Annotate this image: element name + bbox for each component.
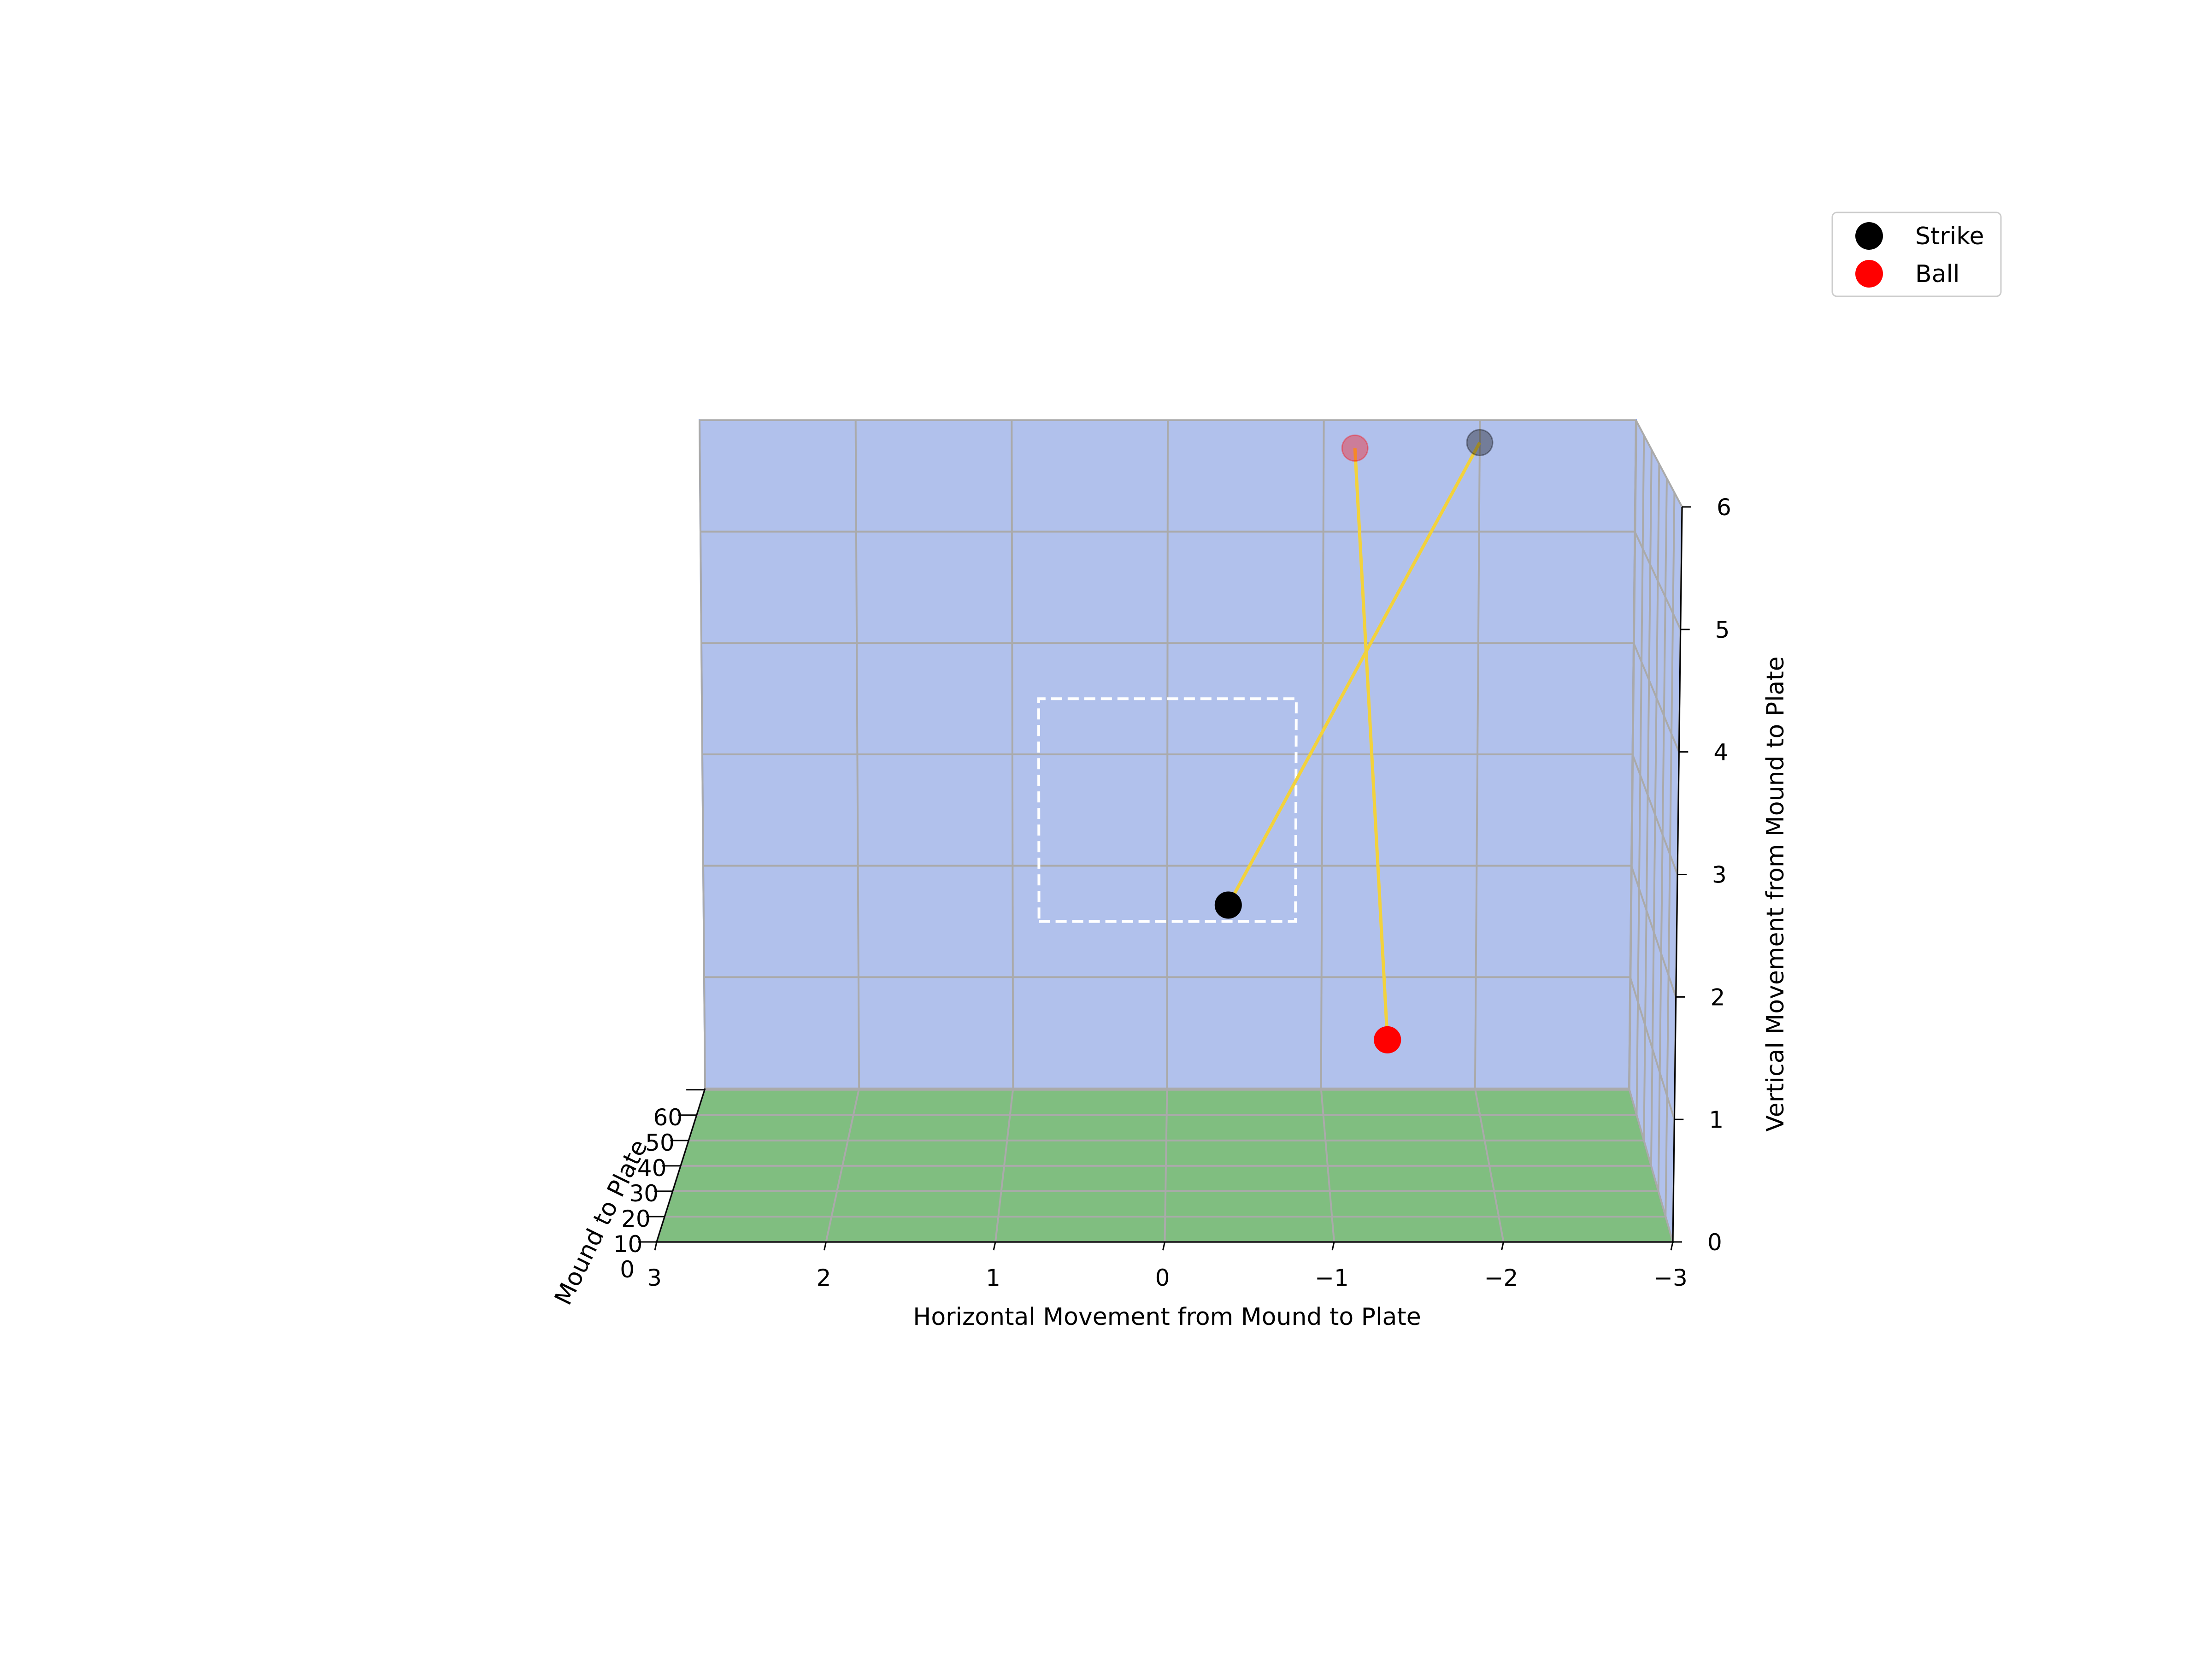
z-tick-label: 0 <box>1707 1229 1722 1256</box>
x-tick-mark <box>1331 1241 1335 1251</box>
y-tick-label: 30 <box>629 1180 659 1207</box>
legend-label-strike: Strike <box>1915 223 1984 250</box>
release-point-ball <box>1341 434 1369 462</box>
x-tick-label: −3 <box>1653 1265 1688 1291</box>
grid-line-z-side <box>1634 531 1682 630</box>
z-axis-label: Vertical Movement from Mound to Plate <box>1762 656 1789 1132</box>
z-tick-label: 5 <box>1715 617 1730 643</box>
grid-line-z-side <box>1629 977 1676 1120</box>
z-tick-label: 2 <box>1711 984 1725 1011</box>
legend-label-ball: Ball <box>1915 260 1959 288</box>
y-tick-label: 40 <box>637 1155 667 1182</box>
z-tick-label: 4 <box>1713 739 1728 766</box>
x-axis-label: Horizontal Movement from Mound to Plate <box>913 1303 1421 1331</box>
grid-line-z-side <box>1635 420 1683 507</box>
x-tick-mark <box>1670 1241 1674 1251</box>
x-tick-mark <box>654 1241 658 1251</box>
grid-line-z-side <box>1630 865 1677 997</box>
strike-zone <box>1037 697 1298 923</box>
legend: Strike Ball <box>1831 212 2002 297</box>
plate-point-ball <box>1374 1026 1401 1053</box>
release-point-strike <box>1466 429 1494 456</box>
x-tick-label: 3 <box>647 1265 662 1291</box>
grid-line-z-side <box>1628 1088 1674 1242</box>
plate-point-strike <box>1214 891 1242 919</box>
y-tick-label: 10 <box>613 1231 643 1258</box>
x-tick-label: 2 <box>817 1265 831 1291</box>
x-tick-label: 1 <box>986 1265 1000 1291</box>
z-tick-label: 1 <box>1709 1106 1724 1133</box>
trajectory-strike <box>1227 441 1482 906</box>
grid-line-z-side <box>1633 642 1680 753</box>
y-tick-label: 20 <box>621 1206 651 1232</box>
x-tick-label: −2 <box>1484 1265 1518 1291</box>
legend-marker-strike <box>1855 222 1883 250</box>
strike-zone-outline <box>1037 697 1298 923</box>
trajectory-ball <box>1353 448 1389 1040</box>
x-tick-mark <box>1162 1241 1165 1251</box>
z-tick-label: 6 <box>1717 494 1731 521</box>
y-axis-line <box>656 1088 706 1242</box>
grid-line-z-side <box>1631 754 1678 875</box>
x-tick-mark <box>993 1241 996 1251</box>
z-tick-label: 3 <box>1712 862 1727 888</box>
x-tick-label: −1 <box>1315 1265 1349 1291</box>
legend-marker-ball <box>1855 260 1883 288</box>
x-tick-label: 0 <box>1155 1265 1170 1291</box>
y-tick-label: 0 <box>620 1256 635 1283</box>
x-tick-mark <box>824 1241 827 1251</box>
x-tick-mark <box>1501 1241 1504 1251</box>
y-tick-label: 50 <box>645 1130 675 1156</box>
y-tick-label: 60 <box>653 1104 683 1131</box>
